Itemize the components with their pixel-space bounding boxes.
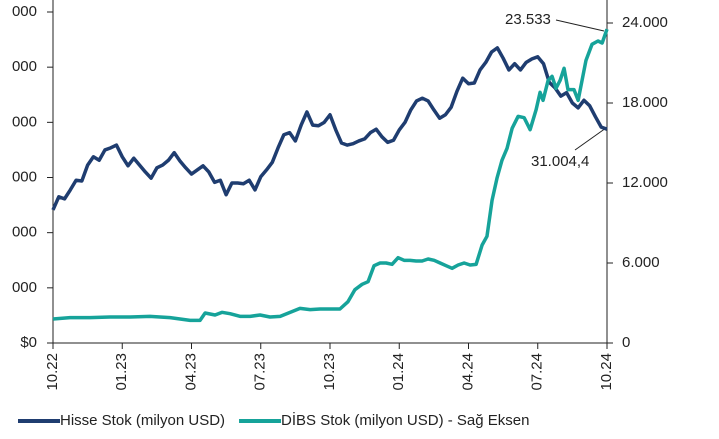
x-tick-label: 01.23 <box>113 353 130 391</box>
y-tick-label: $0 <box>20 334 37 351</box>
y2-tick-label: 18.000 <box>622 94 668 111</box>
y2-tick-label: 6.000 <box>622 254 660 271</box>
x-tick-label: 10.24 <box>598 353 615 391</box>
y-tick-label: 000 <box>12 58 37 75</box>
x-tick-label: 10.23 <box>321 353 338 391</box>
y-tick-label: 000 <box>12 224 37 241</box>
y-tick-label: 000 <box>12 3 37 20</box>
series-line <box>51 46 608 211</box>
annotation-leader <box>555 19 605 32</box>
annotation: 31.004,4 <box>531 153 589 170</box>
y-tick-label: 000 <box>12 113 37 130</box>
x-tick-label: 07.23 <box>252 353 269 391</box>
y2-tick-label: 12.000 <box>622 174 668 191</box>
legend-label: DİBS Stok (milyon USD) - Sağ Eksen <box>281 411 529 429</box>
series-line <box>52 28 609 323</box>
annotation: 23.533 <box>505 11 551 28</box>
y2-tick-label: 24.000 <box>622 14 668 31</box>
y-tick-label: 000 <box>12 168 37 185</box>
legend-label: Hisse Stok (milyon USD) <box>60 412 225 429</box>
y-tick-label: 000 <box>12 279 37 296</box>
x-tick-label: 10.22 <box>44 353 61 391</box>
x-tick-label: 04.24 <box>459 353 476 391</box>
x-tick-label: 04.23 <box>182 353 199 391</box>
x-tick-label: 01.24 <box>390 353 407 391</box>
y2-tick-label: 0 <box>622 334 630 351</box>
annotation-leader <box>574 127 607 151</box>
x-tick-label: 07.24 <box>529 353 546 391</box>
